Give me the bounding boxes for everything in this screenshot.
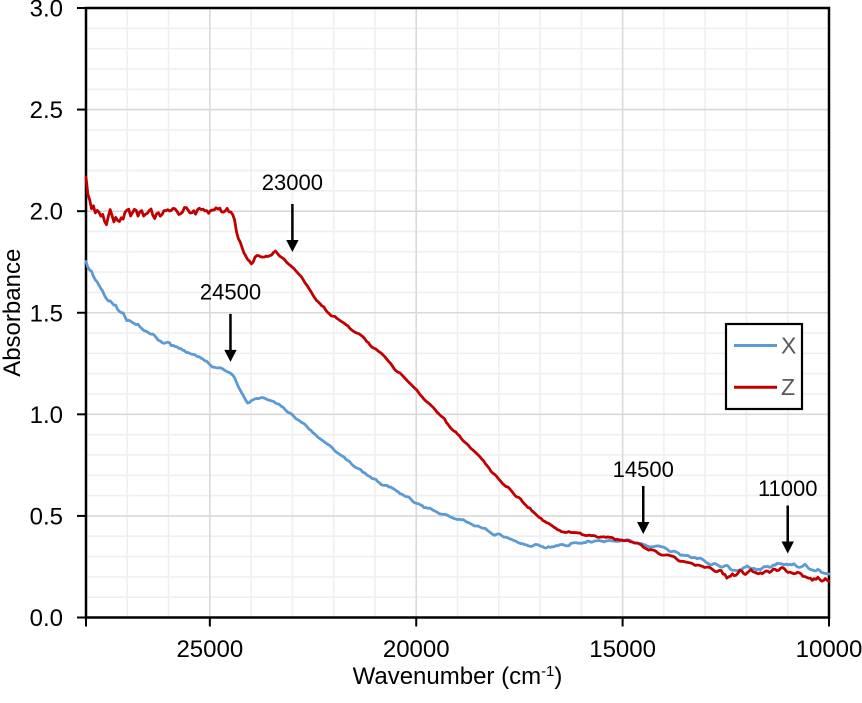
annotation-label-14500: 14500 — [613, 457, 674, 482]
tick-labels: 0.0 0.5 1.0 1.5 2.0 2.5 3.0 25000 20000 15000 1000… — [30, 0, 862, 663]
x-tick-label: 10000 — [796, 636, 862, 663]
y-tick-label: 0.0 — [30, 605, 63, 632]
legend-label-x: X — [781, 333, 796, 359]
y-tick-label: 1.0 — [30, 402, 63, 429]
annotation-label-11000: 11000 — [758, 476, 818, 501]
series-z — [84, 175, 831, 583]
annotation-label-24500: 24500 — [200, 280, 261, 305]
x-axis-title-close-paren: ) — [554, 663, 562, 690]
y-axis-title: Absorbance — [0, 249, 26, 377]
y-tick-label: 2.0 — [30, 199, 63, 226]
x-axis-title: Wavenumber (cm-1) — [353, 663, 563, 690]
annotation-arrow-head — [224, 349, 237, 362]
y-tick-label: 1.5 — [30, 300, 63, 327]
axes — [77, 6, 831, 627]
x-axis-title-base: Wavenumber (cm — [353, 663, 541, 690]
annotation-arrows — [224, 204, 794, 554]
y-tick-label: 3.0 — [30, 0, 63, 23]
annotation-label-23000: 23000 — [262, 170, 323, 195]
x-tick-label: 20000 — [383, 636, 450, 663]
y-tick-label: 0.5 — [30, 503, 63, 530]
x-tick-label: 25000 — [176, 636, 243, 663]
annotation-arrow-head — [637, 521, 650, 534]
annotation-arrow-head — [781, 541, 794, 554]
gridlines — [86, 8, 829, 618]
legend[interactable]: X Z — [724, 322, 804, 411]
data-series — [84, 175, 831, 583]
annotation-arrow-head — [286, 240, 299, 253]
x-axis-title-superscript: -1 — [541, 663, 554, 680]
x-tick-label: 15000 — [589, 636, 656, 663]
y-tick-label: 2.5 — [30, 97, 63, 124]
series-x — [84, 260, 831, 576]
legend-label-z: Z — [781, 374, 795, 400]
legend-box — [724, 322, 804, 411]
